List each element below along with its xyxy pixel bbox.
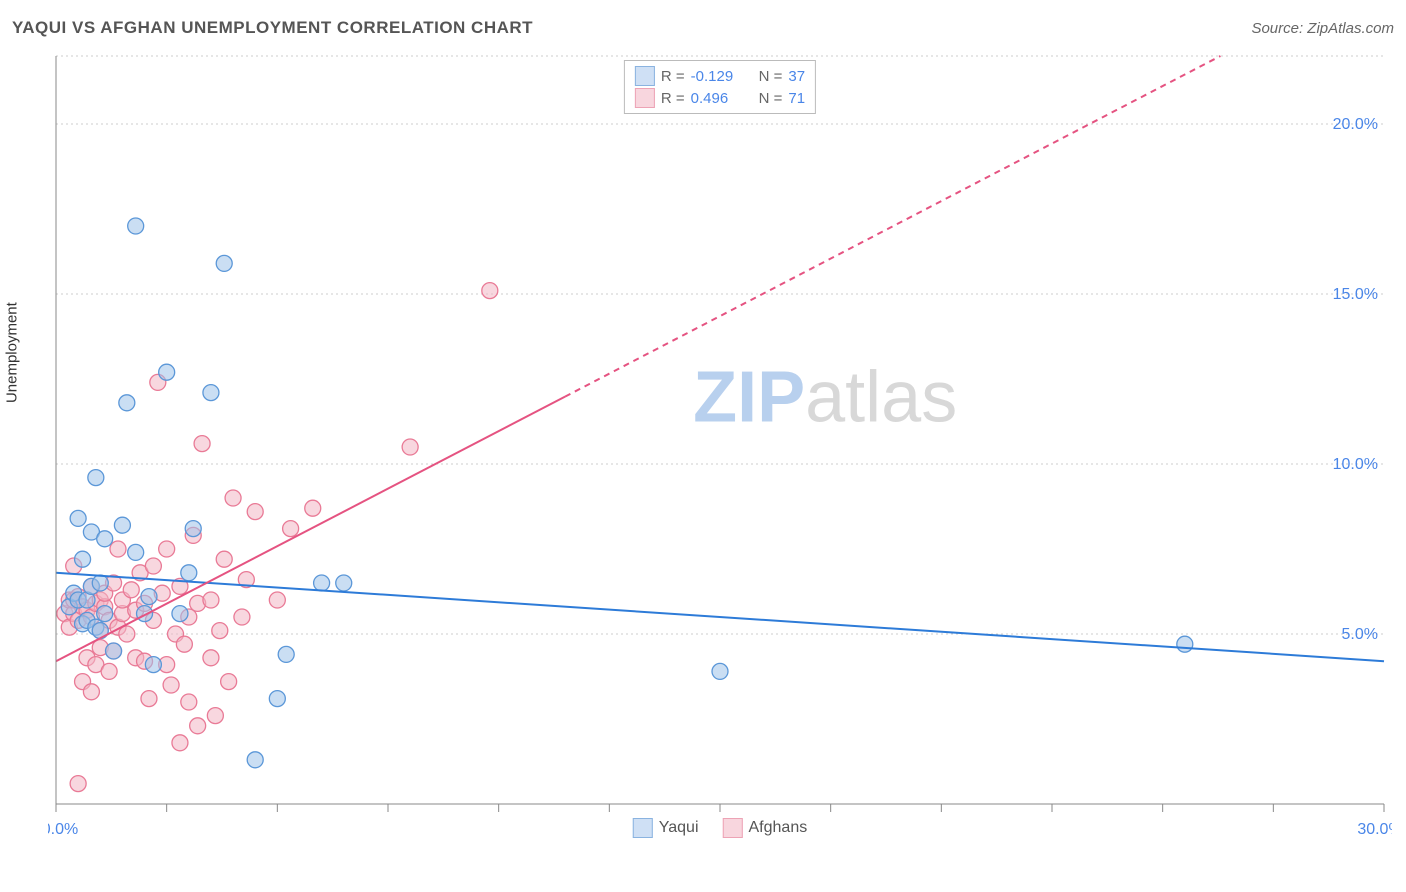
svg-text:20.0%: 20.0%: [1333, 116, 1378, 133]
svg-text:0.0%: 0.0%: [48, 821, 78, 838]
svg-text:10.0%: 10.0%: [1333, 456, 1378, 473]
stats-row-afghans: R = 0.496 N = 71: [635, 87, 805, 109]
r-value-yaqui: -0.129: [691, 68, 745, 85]
r-value-afghans: 0.496: [691, 90, 745, 107]
swatch-afghans: [723, 818, 743, 838]
swatch-yaqui: [635, 66, 655, 86]
stats-legend: R = -0.129 N = 37 R = 0.496 N = 71: [624, 60, 816, 114]
chart-svg: 5.0% 10.0% 15.0% 20.0% ZIPatlas 0.0% 30.0%: [48, 52, 1392, 838]
r-label: R =: [661, 68, 685, 85]
n-label: N =: [759, 68, 783, 85]
stats-row-yaqui: R = -0.129 N = 37: [635, 65, 805, 87]
svg-text:30.0%: 30.0%: [1357, 821, 1392, 838]
svg-text:ZIPatlas: ZIPatlas: [693, 357, 957, 437]
legend-label-afghans: Afghans: [749, 819, 808, 837]
series-legend: Yaqui Afghans: [633, 818, 807, 838]
correlation-chart: Unemployment 5.0%10.0%15.0%20.0%ZIPatlas…: [48, 52, 1392, 838]
r-label: R =: [661, 90, 685, 107]
legend-item-afghans: Afghans: [723, 818, 808, 838]
n-value-afghans: 71: [788, 90, 805, 107]
legend-item-yaqui: Yaqui: [633, 818, 699, 838]
legend-label-yaqui: Yaqui: [659, 819, 699, 837]
swatch-yaqui: [633, 818, 653, 838]
n-value-yaqui: 37: [788, 68, 805, 85]
svg-text:15.0%: 15.0%: [1333, 286, 1378, 303]
n-label: N =: [759, 90, 783, 107]
y-axis-label: Unemployment: [4, 302, 21, 403]
swatch-afghans: [635, 88, 655, 108]
chart-title: YAQUI VS AFGHAN UNEMPLOYMENT CORRELATION…: [12, 18, 533, 37]
source-label: Source: ZipAtlas.com: [1251, 20, 1394, 37]
svg-text:5.0%: 5.0%: [1342, 626, 1378, 643]
chart-header: YAQUI VS AFGHAN UNEMPLOYMENT CORRELATION…: [12, 18, 1394, 46]
